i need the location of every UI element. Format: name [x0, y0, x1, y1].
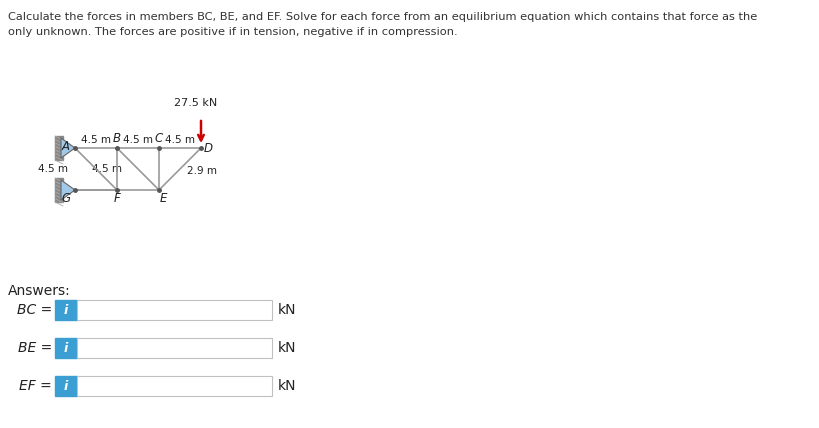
FancyBboxPatch shape: [55, 338, 77, 358]
Polygon shape: [55, 136, 63, 160]
Text: EF =: EF =: [19, 379, 52, 393]
Text: Answers:: Answers:: [8, 284, 70, 298]
Text: B: B: [113, 133, 121, 146]
Polygon shape: [61, 180, 75, 200]
Text: G: G: [61, 191, 70, 205]
Text: 4.5 m: 4.5 m: [81, 135, 111, 145]
FancyBboxPatch shape: [55, 376, 77, 396]
FancyBboxPatch shape: [77, 338, 272, 358]
Text: 2.9 m: 2.9 m: [187, 166, 217, 176]
Text: A: A: [62, 140, 70, 152]
Text: kN: kN: [278, 341, 296, 355]
Text: E: E: [160, 191, 167, 205]
Polygon shape: [55, 178, 63, 202]
FancyBboxPatch shape: [77, 300, 272, 320]
Polygon shape: [61, 138, 75, 158]
Text: 4.5 m: 4.5 m: [165, 135, 195, 145]
FancyBboxPatch shape: [55, 300, 77, 320]
Text: 4.5 m: 4.5 m: [92, 164, 122, 174]
Text: 4.5 m: 4.5 m: [123, 135, 153, 145]
Text: kN: kN: [278, 303, 296, 317]
Text: 27.5 kN: 27.5 kN: [174, 98, 218, 108]
Text: 4.5 m: 4.5 m: [38, 164, 68, 174]
Text: kN: kN: [278, 379, 296, 393]
Text: i: i: [64, 380, 68, 392]
Text: C: C: [155, 133, 163, 146]
Text: D: D: [203, 142, 212, 155]
Text: only unknown. The forces are positive if in tension, negative if in compression.: only unknown. The forces are positive if…: [8, 27, 458, 37]
Text: i: i: [64, 303, 68, 316]
FancyBboxPatch shape: [77, 376, 272, 396]
Text: i: i: [64, 342, 68, 354]
Text: BC =: BC =: [17, 303, 52, 317]
Text: F: F: [114, 191, 120, 205]
Text: BE =: BE =: [18, 341, 52, 355]
Text: Calculate the forces in members BC, BE, and EF. Solve for each force from an equ: Calculate the forces in members BC, BE, …: [8, 12, 758, 22]
